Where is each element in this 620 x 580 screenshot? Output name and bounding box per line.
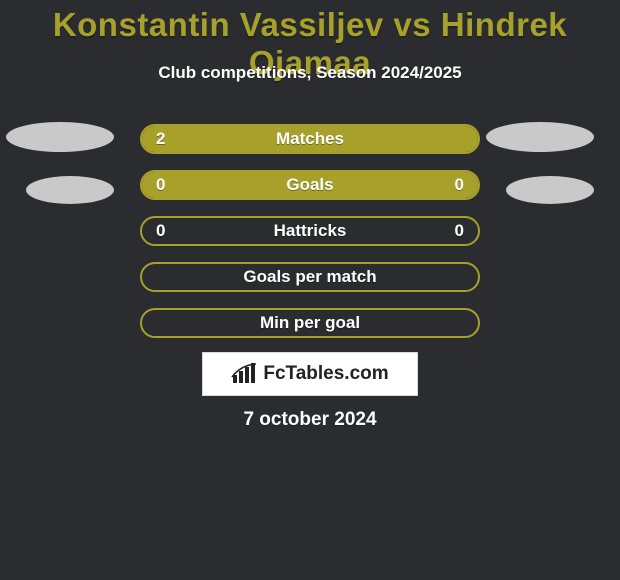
avatar-ellipse bbox=[6, 122, 114, 152]
stat-bar-label: Min per goal bbox=[142, 313, 478, 333]
stat-bar: Matches2 bbox=[140, 124, 480, 154]
stat-bar-label: Matches bbox=[142, 129, 478, 149]
stat-bar-value-right: 0 bbox=[455, 175, 464, 195]
bar-chart-icon bbox=[231, 363, 257, 385]
stat-bar: Hattricks0 0 bbox=[140, 216, 480, 246]
avatar-ellipse bbox=[506, 176, 594, 204]
source-logo-text: FcTables.com bbox=[263, 363, 388, 385]
stat-bar-label: Goals per match bbox=[142, 267, 478, 287]
stat-bar-value-left: 0 bbox=[156, 175, 165, 195]
stat-bar: Goals0 0 bbox=[140, 170, 480, 200]
source-logo: FcTables.com bbox=[202, 352, 418, 396]
footer-date: 7 october 2024 bbox=[0, 409, 620, 431]
stat-bar: Min per goal bbox=[140, 308, 480, 338]
stat-bar-label: Hattricks bbox=[142, 221, 478, 241]
page-subtitle: Club competitions, Season 2024/2025 bbox=[0, 63, 620, 83]
avatar-ellipse bbox=[486, 122, 594, 152]
stat-bar: Goals per match bbox=[140, 262, 480, 292]
stat-bar-value-left: 2 bbox=[156, 129, 165, 149]
stat-bar-value-left: 0 bbox=[156, 221, 165, 241]
comparison-infographic: Konstantin Vassiljev vs Hindrek Ojamaa C… bbox=[0, 0, 620, 580]
stat-bar-label: Goals bbox=[142, 175, 478, 195]
stat-bar-value-right: 0 bbox=[455, 221, 464, 241]
avatar-ellipse bbox=[26, 176, 114, 204]
